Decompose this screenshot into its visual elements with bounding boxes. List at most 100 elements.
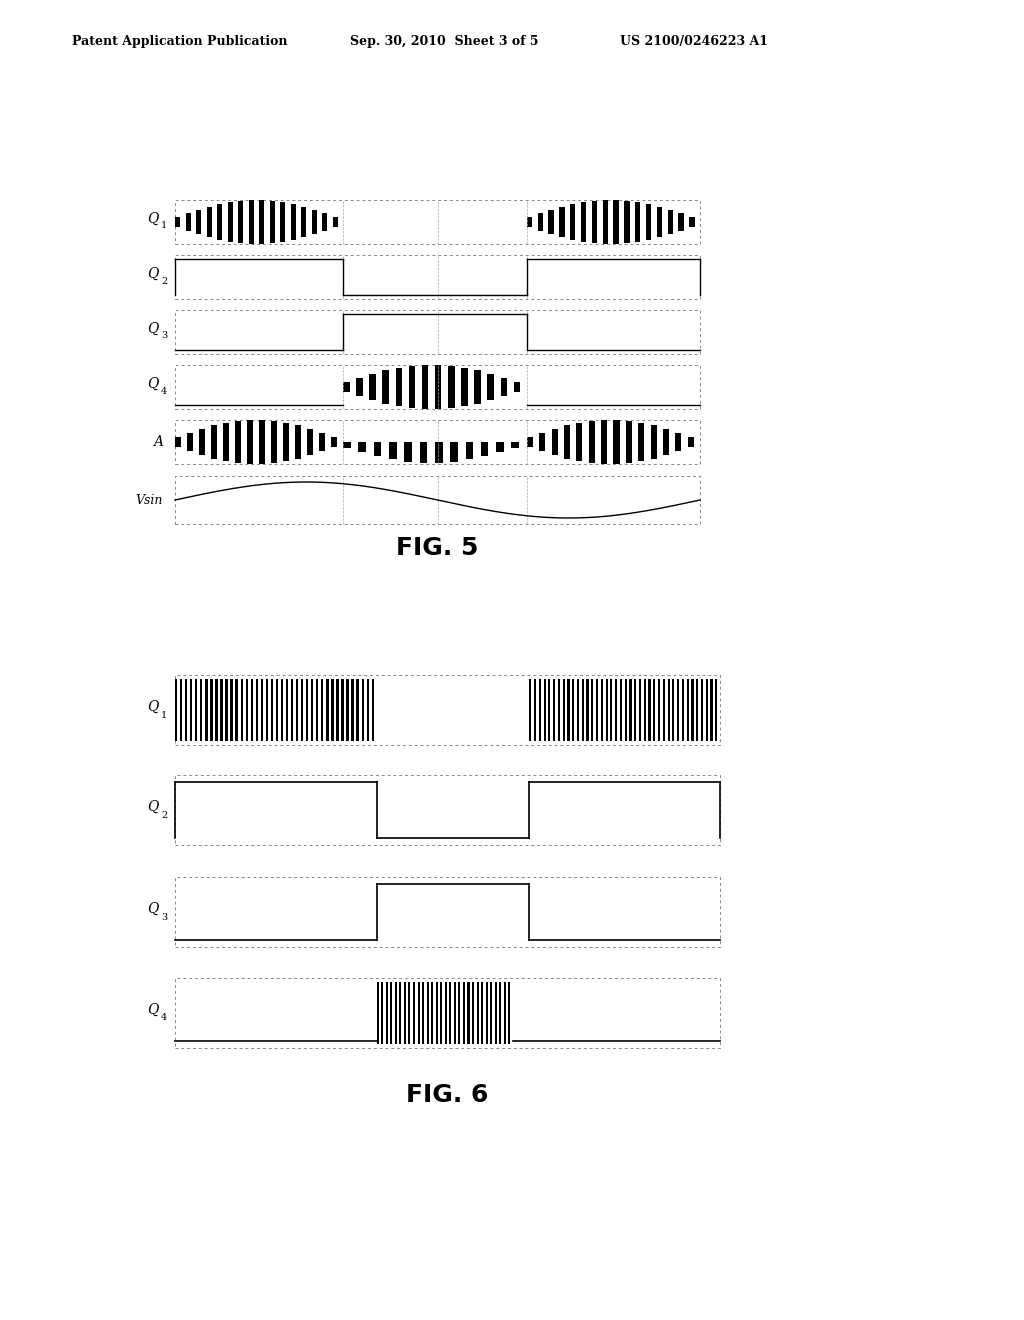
- Bar: [454, 982, 456, 1044]
- Bar: [559, 207, 564, 238]
- Bar: [625, 201, 630, 243]
- Bar: [496, 442, 504, 451]
- Bar: [589, 421, 595, 463]
- Bar: [461, 368, 468, 407]
- Bar: [564, 425, 570, 458]
- Bar: [538, 214, 543, 231]
- Bar: [544, 680, 546, 741]
- Bar: [190, 680, 193, 741]
- Bar: [468, 982, 470, 1044]
- Bar: [610, 680, 612, 741]
- Bar: [682, 680, 684, 741]
- Bar: [605, 680, 607, 741]
- Bar: [227, 202, 232, 242]
- Bar: [700, 680, 703, 741]
- Bar: [481, 442, 488, 455]
- Bar: [673, 680, 675, 741]
- Text: 4: 4: [161, 1014, 167, 1023]
- Bar: [175, 978, 720, 1048]
- Text: 3: 3: [161, 331, 167, 341]
- Bar: [370, 374, 376, 400]
- Bar: [422, 982, 424, 1044]
- Bar: [236, 680, 238, 741]
- Bar: [549, 210, 554, 234]
- Bar: [275, 680, 279, 741]
- Bar: [395, 368, 402, 407]
- Bar: [175, 255, 700, 300]
- Bar: [307, 429, 313, 455]
- Bar: [535, 680, 537, 741]
- Bar: [261, 680, 263, 741]
- Bar: [201, 680, 203, 741]
- Bar: [259, 420, 265, 463]
- Bar: [211, 425, 217, 458]
- Bar: [351, 680, 353, 741]
- Text: 4: 4: [161, 387, 167, 396]
- Bar: [333, 216, 338, 227]
- Bar: [358, 442, 366, 451]
- Bar: [577, 680, 580, 741]
- Bar: [266, 680, 268, 741]
- Bar: [269, 201, 274, 243]
- Bar: [409, 982, 411, 1044]
- Bar: [223, 422, 229, 461]
- Bar: [635, 202, 640, 242]
- Bar: [196, 680, 198, 741]
- Bar: [481, 982, 483, 1044]
- Bar: [658, 680, 660, 741]
- Bar: [196, 210, 202, 234]
- Bar: [663, 680, 665, 741]
- Bar: [175, 876, 720, 946]
- Bar: [678, 214, 684, 231]
- Bar: [449, 366, 455, 408]
- Bar: [514, 381, 520, 392]
- Bar: [301, 207, 306, 238]
- Text: Q: Q: [147, 213, 159, 226]
- Bar: [327, 680, 329, 741]
- Bar: [259, 201, 264, 244]
- Bar: [552, 429, 558, 455]
- Text: FIG. 6: FIG. 6: [407, 1082, 488, 1107]
- Bar: [175, 477, 700, 524]
- Bar: [615, 680, 617, 741]
- Text: Q: Q: [147, 700, 159, 714]
- Bar: [435, 982, 437, 1044]
- Bar: [331, 437, 337, 447]
- Bar: [501, 378, 507, 396]
- Bar: [256, 680, 258, 741]
- Bar: [639, 680, 641, 741]
- Bar: [626, 421, 632, 463]
- Bar: [185, 214, 190, 231]
- Bar: [644, 680, 646, 741]
- Text: 1: 1: [161, 710, 167, 719]
- Bar: [487, 374, 494, 400]
- Bar: [322, 214, 328, 231]
- Bar: [567, 680, 569, 741]
- Bar: [175, 366, 700, 409]
- Bar: [634, 680, 636, 741]
- Bar: [646, 205, 651, 240]
- Bar: [648, 680, 650, 741]
- Bar: [696, 680, 698, 741]
- Bar: [395, 982, 397, 1044]
- Bar: [485, 982, 487, 1044]
- Bar: [539, 433, 546, 451]
- Bar: [316, 680, 318, 741]
- Bar: [185, 680, 187, 741]
- Bar: [601, 680, 603, 741]
- Bar: [361, 680, 364, 741]
- Bar: [336, 680, 339, 741]
- Bar: [389, 442, 396, 459]
- Bar: [271, 421, 278, 463]
- Text: 1: 1: [161, 222, 167, 231]
- Bar: [444, 982, 446, 1044]
- Bar: [688, 437, 694, 447]
- Bar: [476, 982, 478, 1044]
- Bar: [374, 442, 381, 455]
- Text: Q: Q: [147, 378, 159, 391]
- Bar: [572, 680, 574, 741]
- Bar: [356, 378, 362, 396]
- Bar: [180, 680, 182, 741]
- Bar: [691, 680, 693, 741]
- Bar: [474, 371, 481, 404]
